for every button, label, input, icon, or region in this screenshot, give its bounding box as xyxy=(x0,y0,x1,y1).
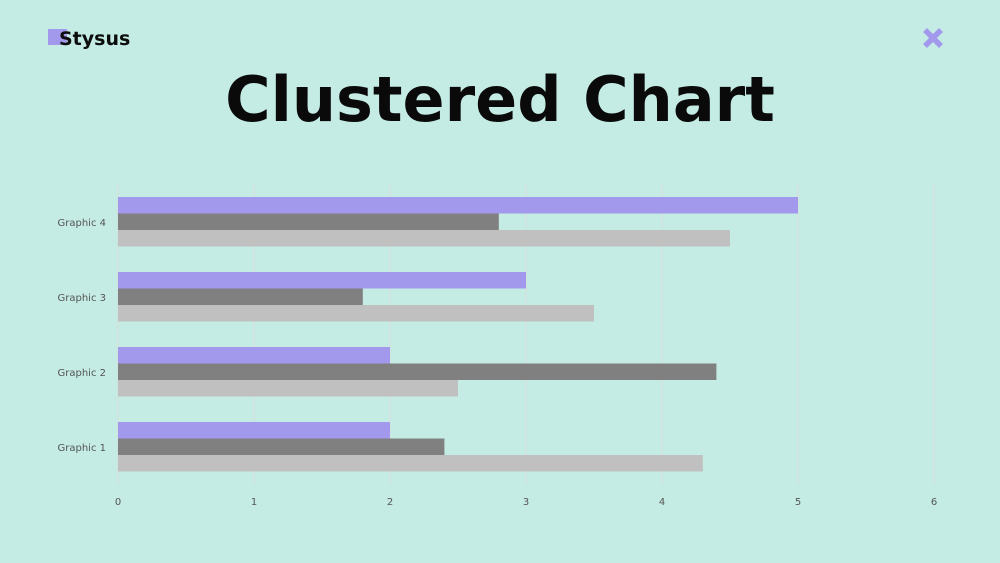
bar xyxy=(118,380,458,397)
bar xyxy=(118,347,390,364)
x-tick-label: 2 xyxy=(387,497,393,508)
x-tick-label: 5 xyxy=(795,497,801,508)
brand-name: Stysus xyxy=(59,28,131,50)
bar xyxy=(118,455,703,472)
y-category-label: Graphic 3 xyxy=(58,293,107,304)
bar xyxy=(118,272,526,289)
bar xyxy=(118,363,717,380)
close-icon-glyph xyxy=(923,28,943,48)
bar xyxy=(118,305,594,322)
close-icon[interactable] xyxy=(920,25,946,51)
x-tick-label: 0 xyxy=(115,497,121,508)
bar xyxy=(118,197,798,214)
y-category-label: Graphic 4 xyxy=(58,218,107,229)
bar xyxy=(118,288,363,305)
brand-logo-square xyxy=(48,29,67,45)
x-tick-label: 4 xyxy=(659,497,665,508)
x-tick-label: 1 xyxy=(251,497,257,508)
page-title: Clustered Chart xyxy=(225,63,775,136)
bar xyxy=(118,230,730,247)
bar xyxy=(118,438,445,455)
bar xyxy=(118,422,390,439)
y-category-label: Graphic 2 xyxy=(58,368,107,379)
y-category-label: Graphic 1 xyxy=(58,443,107,454)
x-tick-label: 6 xyxy=(931,497,937,508)
bar xyxy=(118,213,499,230)
x-tick-label: 3 xyxy=(523,497,529,508)
